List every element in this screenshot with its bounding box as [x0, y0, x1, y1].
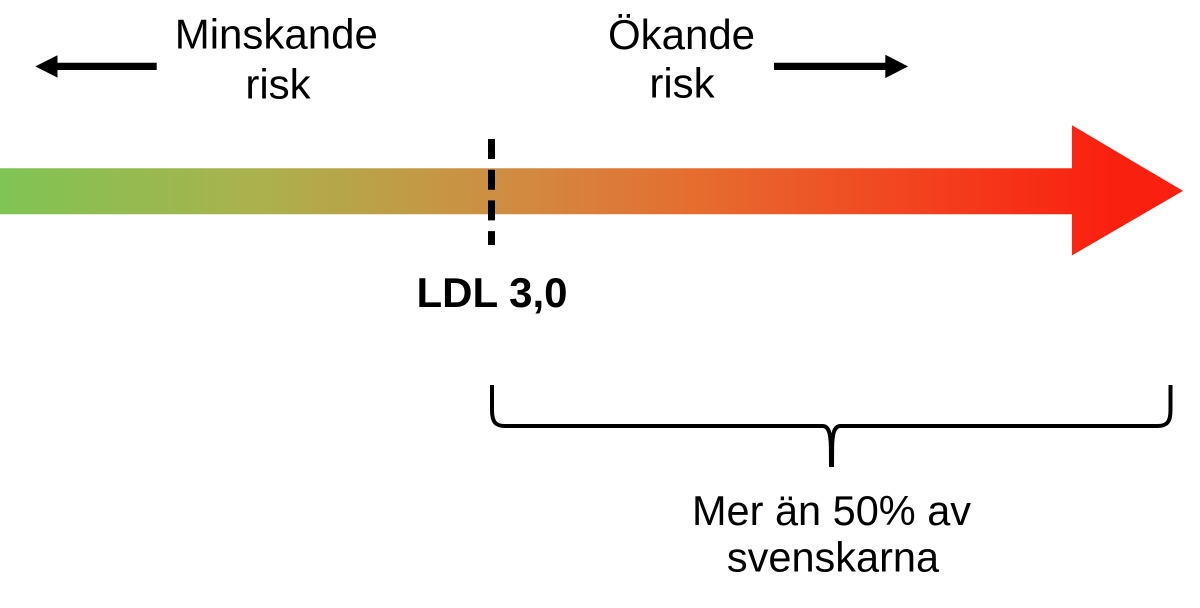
svg-text:svenskarna: svenskarna — [727, 534, 940, 581]
svg-text:LDL 3,0: LDL 3,0 — [417, 269, 568, 316]
svg-text:Mer än 50% av: Mer än 50% av — [692, 487, 971, 534]
svg-text:Ökande: Ökande — [608, 11, 755, 58]
svg-text:risk: risk — [245, 60, 311, 107]
svg-text:risk: risk — [649, 60, 715, 107]
svg-text:Minskande: Minskande — [175, 11, 378, 58]
